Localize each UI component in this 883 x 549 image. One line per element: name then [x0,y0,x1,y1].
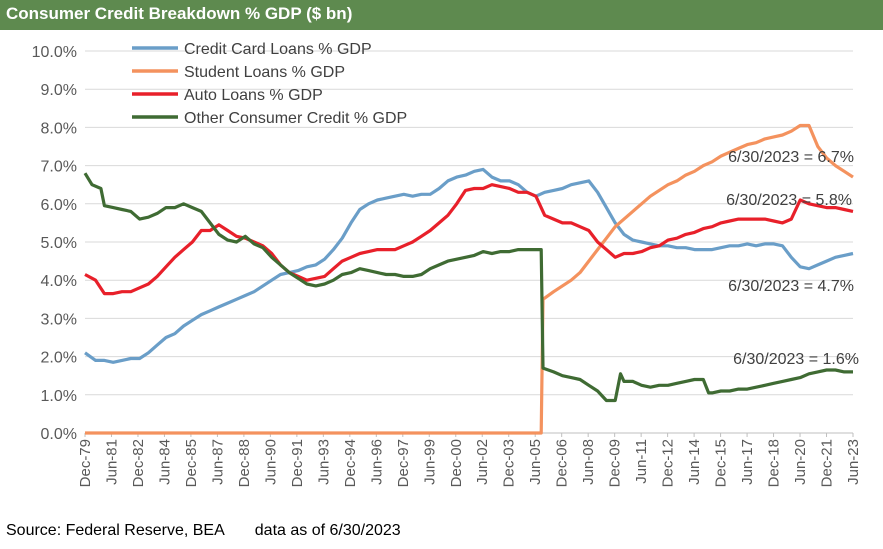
series-line-1 [84,167,854,364]
series-line-4 [83,172,853,403]
x-tick-label: Jun-81 [103,439,120,485]
x-tick-label: Jun-87 [209,439,226,485]
x-tick-label: Jun-99 [421,439,438,485]
x-tick-label: Dec-82 [130,439,147,487]
x-tick-label: Dec-91 [289,439,306,487]
x-tick-label: Jun-93 [315,439,332,485]
x-tick-label: Dec-00 [448,439,465,487]
x-tick-label: Dec-12 [660,439,677,487]
x-tick-label: Dec-15 [713,439,730,487]
x-tick-label: Dec-94 [342,439,359,487]
legend-label: Student Loans % GDP [184,64,345,81]
y-tick-label: 5.0% [41,235,77,252]
x-tick-label: Jun-90 [262,439,279,485]
y-tick-label: 4.0% [41,273,77,290]
source-note: Source: Federal Reserve, BEA [6,522,225,539]
x-tick-label: Jun-23 [845,439,862,485]
x-tick-label: Jun-17 [739,439,756,485]
y-tick-label: 7.0% [41,159,77,176]
x-tick-label: Jun-84 [156,439,173,485]
x-tick-label: Dec-85 [183,439,200,487]
y-tick-label: 8.0% [41,120,77,137]
x-tick-label: Dec-21 [819,439,836,487]
annotation-label: 6/30/2023 = 5.8% [726,192,852,209]
legend-label: Auto Loans % GDP [184,87,323,104]
y-tick-label: 0.0% [41,426,77,443]
as-of-note: data as of 6/30/2023 [254,522,401,539]
y-tick-label: 3.0% [41,311,77,328]
y-tick-label: 1.0% [41,388,77,405]
footer: Source: Federal Reserve, BEA data as of 6… [6,522,401,540]
x-tick-label: Dec-06 [554,439,571,487]
x-tick-label: Dec-88 [236,439,253,487]
x-tick-label: Jun-14 [686,439,703,485]
y-tick-label: 2.0% [41,350,77,367]
annotation-label: 6/30/2023 = 6.7% [728,149,854,166]
x-tick-label: Dec-97 [395,439,412,487]
x-tick-label: Jun-96 [368,439,385,485]
y-tick-label: 9.0% [41,82,77,99]
x-tick-label: Jun-05 [527,439,544,485]
chart-canvas: 0.0% 1.0% 2.0% 3.0% 4.0% 5.0% 6.0% 7.0% 8.0% 9.0%… [32,41,862,487]
x-tick-label: Dec-18 [766,439,783,487]
annotation-label: 6/30/2023 = 1.6% [733,351,859,368]
x-tick-label: Dec-79 [77,439,94,487]
x-tick-label: Jun-08 [580,439,597,485]
x-tick-label: Dec-09 [607,439,624,487]
x-tick-label: Jun-20 [792,439,809,485]
x-tick-label: Dec-03 [501,439,518,487]
y-tick-label: 6.0% [41,197,77,214]
x-tick-label: Jun-02 [474,439,491,485]
legend-label: Credit Card Loans % GDP [184,41,372,58]
title-bar: Consumer Credit Breakdown % GDP ($ bn) [0,0,883,30]
annotation-label: 6/30/2023 = 4.7% [728,278,854,295]
x-tick-label: Jun-11 [633,439,650,484]
series-line-2 [85,123,854,435]
chart-title: Consumer Credit Breakdown % GDP ($ bn) [6,4,353,23]
y-tick-label: 10.0% [32,44,77,61]
legend-label: Other Consumer Credit % GDP [184,110,407,127]
